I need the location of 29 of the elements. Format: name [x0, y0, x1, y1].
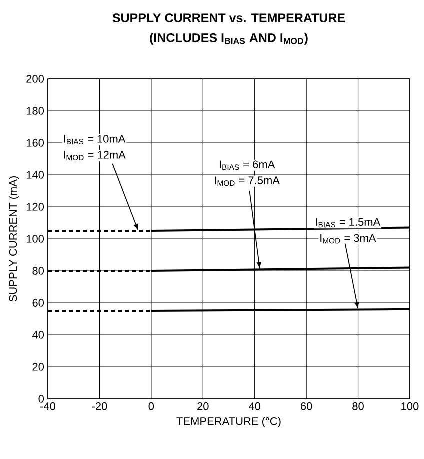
x-tick-label: 0 — [148, 402, 154, 410]
y-tick-label: 180 — [26, 107, 44, 115]
x-tick-label: -20 — [92, 402, 108, 410]
y-tick-label: 120 — [26, 203, 44, 211]
annotation: I$_{BIAS}$ = 10mA — [64, 135, 126, 145]
chart-subtitle: (INCLUDES I$_{BIAS}$ AND I$_{MOD}$) — [150, 33, 308, 45]
annotation: I$_{BIAS}$ = 6mA — [220, 160, 276, 170]
y-tick-label: 60 — [32, 299, 44, 307]
x-tick-label: 20 — [198, 402, 209, 410]
y-tick-label: 40 — [32, 331, 44, 339]
y-tick-label: 100 — [26, 235, 44, 243]
annotation: I$_{MOD}$ = 3mA — [320, 234, 376, 244]
x-tick-label: 100 — [402, 402, 419, 410]
y-tick-label: 80 — [32, 267, 44, 275]
annotation: I$_{MOD}$ = 7.5mA — [215, 176, 280, 186]
x-tick-label: 80 — [352, 402, 364, 410]
y-axis-title: SUPPLY CURRENT (mA) — [9, 176, 20, 302]
y-tick-label: 20 — [32, 363, 44, 371]
y-tick-label: 200 — [26, 75, 44, 83]
chart-title: SUPPLY CURRENT vs. TEMPERATURE — [112, 14, 346, 22]
x-tick-label: 60 — [301, 402, 312, 410]
x-tick-label: -40 — [40, 402, 56, 410]
y-tick-label: 0 — [38, 395, 44, 403]
x-axis-title: TEMPERATURE (°C) — [176, 417, 281, 428]
annotation: I$_{BIAS}$ = 1.5mA — [316, 218, 381, 228]
y-tick-label: 160 — [26, 139, 44, 147]
y-tick-label: 140 — [26, 171, 44, 179]
x-tick-label: 40 — [248, 402, 261, 410]
annotation: I$_{MOD}$ = 12mA — [64, 151, 126, 161]
